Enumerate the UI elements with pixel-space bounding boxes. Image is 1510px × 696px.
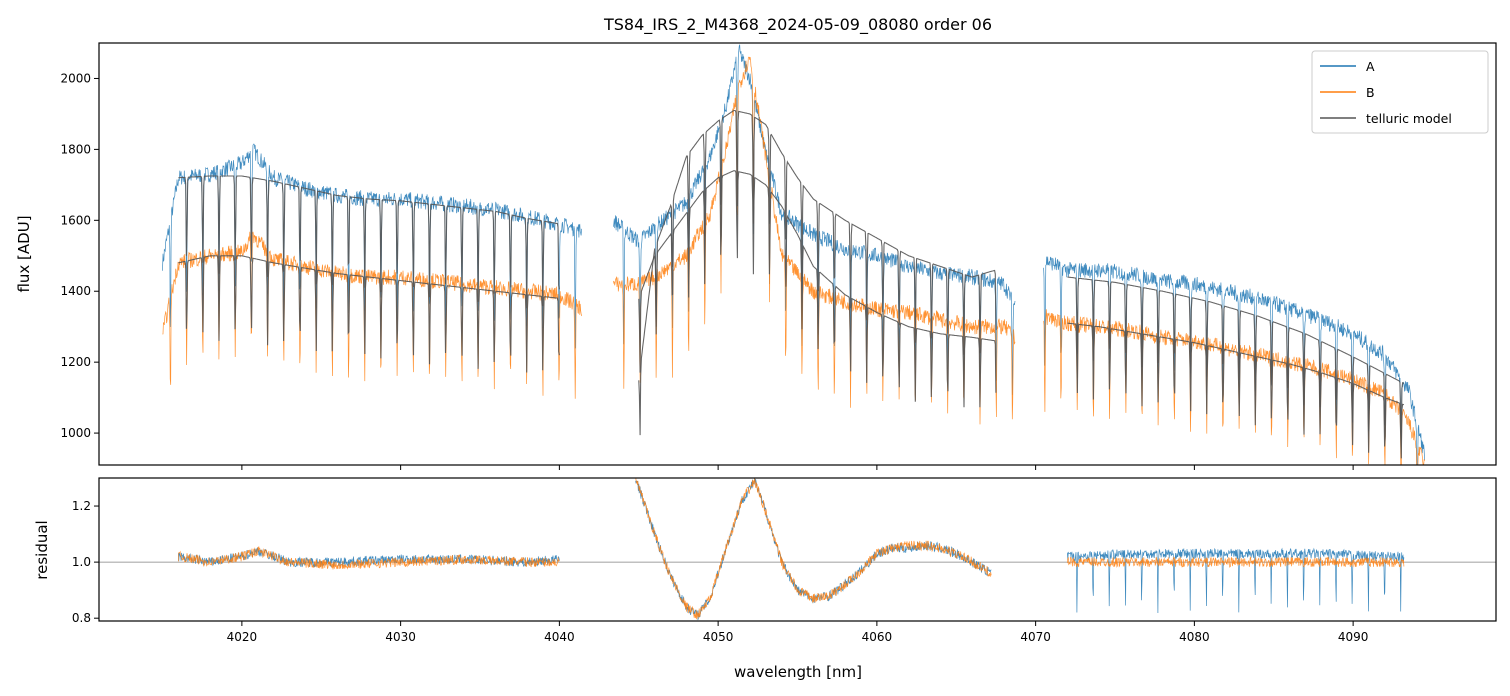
x-tick-label: 4070 [1020, 630, 1051, 644]
chart-title: TS84_IRS_2_M4368_2024-05-09_08080 order … [603, 15, 992, 35]
residual-series-b-segment-1 [635, 478, 992, 620]
flux-series-telluric-model-segment-1 [178, 255, 560, 373]
legend-box [1311, 50, 1489, 134]
flux-series-b-segment-2 [1043, 309, 1425, 465]
x-tick-label: 4050 [703, 630, 734, 644]
residual-panel: 4020 4030 4040 4050 4060 4070 4080 4090 0.8 1.0 1.… [72, 477, 1497, 644]
flux-y-tick-label: 1800 [60, 142, 91, 156]
flux-series-telluric-model-segment-0 [178, 175, 560, 309]
flux-plot-area [162, 44, 1425, 465]
residual-y-tick-label: 0.8 [72, 611, 91, 625]
flux-y-tick-label: 1200 [60, 355, 91, 369]
flux-series-telluric-model-segment-2 [638, 109, 997, 436]
x-tick-label: 4030 [385, 630, 416, 644]
x-axis-label: wavelength [nm] [734, 663, 862, 681]
flux-series-telluric-model-segment-5 [1067, 322, 1405, 459]
flux-series-a-segment-0 [162, 143, 582, 349]
x-tick-label: 4040 [544, 630, 575, 644]
x-tick-label: 4060 [862, 630, 893, 644]
residual-plot-area [99, 478, 1496, 621]
x-tick-label: 4080 [1179, 630, 1210, 644]
x-tick-label: 4020 [227, 630, 258, 644]
legend-label-b: B [1366, 85, 1375, 100]
flux-axes-frame [98, 42, 1497, 466]
residual-series-b-segment-0 [178, 546, 560, 570]
legend-label-telluric-model: telluric model [1366, 111, 1452, 126]
flux-series-b-segment-0 [162, 231, 582, 399]
flux-y-tick-label: 2000 [60, 71, 91, 85]
flux-series-telluric-model-segment-4 [1067, 276, 1405, 440]
flux-series-a-segment-2 [1043, 256, 1425, 465]
flux-series-telluric-model-segment-3 [638, 170, 997, 408]
flux-panel: 1000 1200 1400 1600 1800 2000 [60, 42, 1497, 470]
y-axis-label-residual: residual [33, 520, 51, 579]
residual-axes-frame [98, 477, 1497, 622]
y-axis-label-flux: flux [ADU] [15, 215, 33, 292]
residual-y-tick-label: 1.0 [72, 555, 91, 569]
flux-y-tick-label: 1000 [60, 426, 91, 440]
residual-series-b-segment-2 [1067, 556, 1405, 568]
flux-series-a-segment-1 [613, 44, 1016, 395]
flux-y-tick-label: 1400 [60, 284, 91, 298]
legend-label-a: A [1366, 59, 1375, 74]
residual-y-tick-label: 1.2 [72, 499, 91, 513]
residual-series-a-segment-2 [1067, 547, 1405, 614]
x-tick-label: 4090 [1338, 630, 1369, 644]
flux-y-tick-label: 1600 [60, 213, 91, 227]
